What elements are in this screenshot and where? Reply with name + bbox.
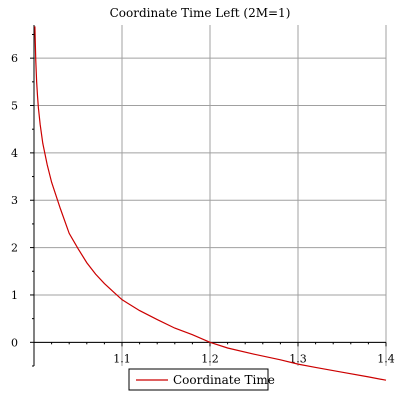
y-tick-label: 5 (11, 100, 18, 113)
y-tick-label: 2 (11, 242, 18, 255)
y-tick-label: 3 (11, 194, 18, 207)
legend: Coordinate Time (128, 368, 275, 391)
legend-box (128, 368, 269, 391)
axes: 0 1 2 3 4 5 6 1.1 1.2 1.3 1.4 (11, 25, 395, 367)
series-line (34, 26, 387, 381)
grid (34, 25, 387, 366)
x-tick-label: 1.4 (377, 352, 395, 365)
series-layer (34, 26, 387, 381)
y-tick-label: 6 (11, 52, 18, 65)
x-tick-label: 1.3 (289, 352, 307, 365)
x-tick-label: 1.2 (201, 352, 219, 365)
y-tick-label: 0 (11, 336, 18, 349)
legend-label: Coordinate Time (173, 373, 275, 387)
chart-title: Coordinate Time Left (2M=1) (110, 6, 291, 20)
x-tick-label: 1.1 (113, 352, 131, 365)
y-tick-label: 4 (11, 147, 18, 160)
y-tick-label: 1 (11, 289, 18, 302)
